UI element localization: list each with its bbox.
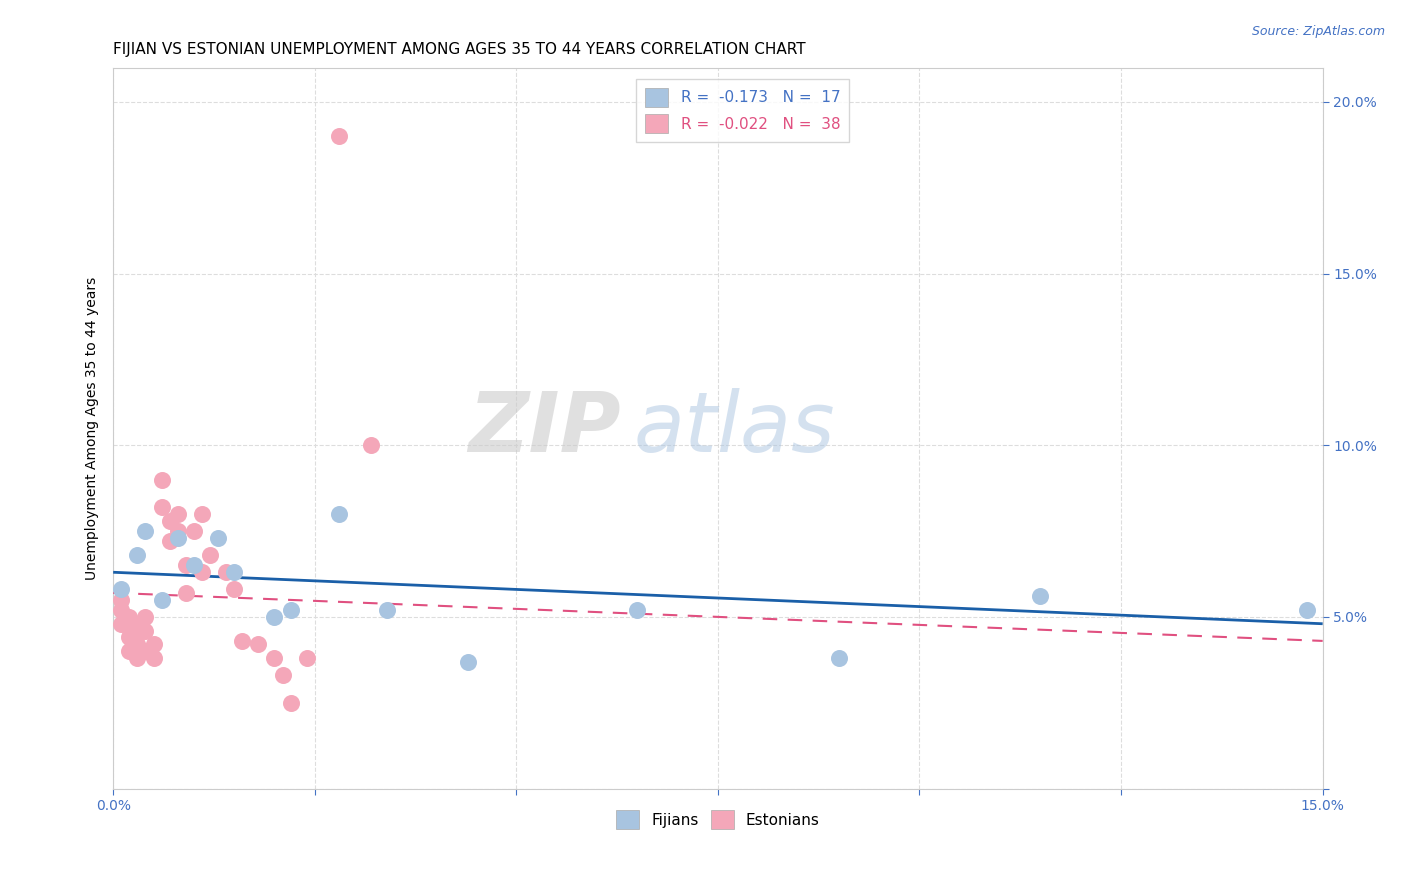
Point xyxy=(328,129,350,144)
Point xyxy=(150,592,173,607)
Point xyxy=(142,651,165,665)
Point xyxy=(247,637,270,651)
Point xyxy=(118,644,141,658)
Point xyxy=(231,634,253,648)
Point xyxy=(174,586,197,600)
Point xyxy=(166,531,188,545)
Point xyxy=(118,620,141,634)
Point xyxy=(127,637,149,651)
Point xyxy=(110,603,132,617)
Point xyxy=(1029,589,1052,603)
Text: atlas: atlas xyxy=(633,388,835,468)
Point xyxy=(127,651,149,665)
Point xyxy=(110,592,132,607)
Point xyxy=(110,582,132,597)
Point xyxy=(280,603,302,617)
Point xyxy=(626,603,648,617)
Point xyxy=(159,514,181,528)
Point xyxy=(150,500,173,514)
Point xyxy=(215,566,238,580)
Point xyxy=(142,637,165,651)
Point xyxy=(360,438,382,452)
Y-axis label: Unemployment Among Ages 35 to 44 years: Unemployment Among Ages 35 to 44 years xyxy=(86,277,100,580)
Point xyxy=(127,548,149,562)
Point xyxy=(183,524,205,538)
Point xyxy=(191,507,214,521)
Point xyxy=(134,644,156,658)
Point xyxy=(280,696,302,710)
Point xyxy=(110,616,132,631)
Point xyxy=(1295,603,1317,617)
Text: Source: ZipAtlas.com: Source: ZipAtlas.com xyxy=(1251,25,1385,38)
Point xyxy=(127,616,149,631)
Point xyxy=(263,651,285,665)
Point xyxy=(118,631,141,645)
Point xyxy=(828,651,851,665)
Point xyxy=(166,507,188,521)
Point xyxy=(134,610,156,624)
Point xyxy=(134,624,156,638)
Point xyxy=(295,651,318,665)
Point xyxy=(118,610,141,624)
Point xyxy=(183,558,205,573)
Point xyxy=(159,534,181,549)
Point xyxy=(174,558,197,573)
Point xyxy=(134,524,156,538)
Point xyxy=(191,566,214,580)
Point xyxy=(457,655,479,669)
Point xyxy=(328,507,350,521)
Point xyxy=(166,524,188,538)
Point xyxy=(127,627,149,641)
Point xyxy=(224,582,246,597)
Point xyxy=(150,473,173,487)
Text: FIJIAN VS ESTONIAN UNEMPLOYMENT AMONG AGES 35 TO 44 YEARS CORRELATION CHART: FIJIAN VS ESTONIAN UNEMPLOYMENT AMONG AG… xyxy=(114,42,806,57)
Text: ZIP: ZIP xyxy=(468,388,621,468)
Point xyxy=(375,603,398,617)
Legend: Fijians, Estonians: Fijians, Estonians xyxy=(610,804,825,835)
Point xyxy=(198,548,221,562)
Point xyxy=(263,610,285,624)
Point xyxy=(271,668,294,682)
Point xyxy=(224,566,246,580)
Point xyxy=(207,531,229,545)
